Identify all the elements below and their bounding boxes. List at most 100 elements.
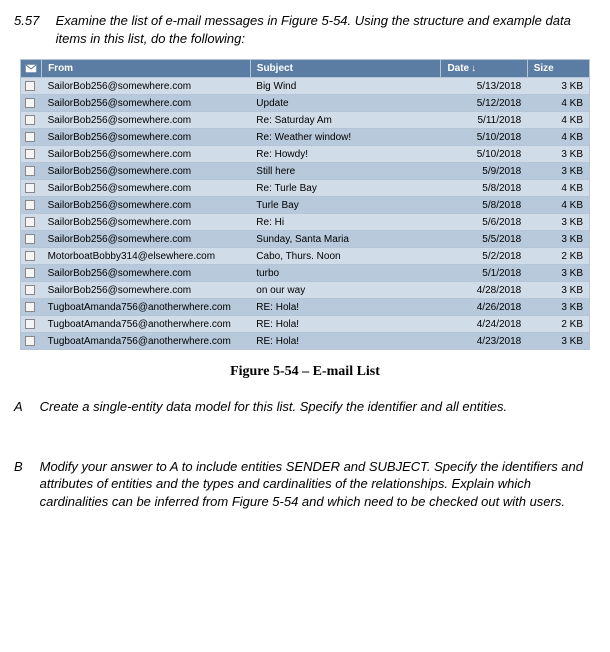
email-list-table: From Subject Date↓ Size SailorBob256@som… [20, 59, 590, 350]
part-b: B Modify your answer to A to include ent… [14, 458, 596, 511]
cell-size: 3 KB [527, 333, 589, 350]
cell-subject: on our way [250, 282, 441, 299]
table-row[interactable]: SailorBob256@somewhere.comRe: Hi5/6/2018… [21, 214, 590, 231]
table-row[interactable]: TugboatAmanda756@anotherwhere.comRE: Hol… [21, 333, 590, 350]
mail-flag-icon [25, 63, 37, 73]
table-row[interactable]: SailorBob256@somewhere.comTurle Bay5/8/2… [21, 197, 590, 214]
row-flag-cell[interactable] [21, 146, 42, 163]
cell-subject: Still here [250, 163, 441, 180]
row-flag-cell[interactable] [21, 299, 42, 316]
flag-checkbox-icon[interactable] [25, 285, 35, 295]
cell-size: 3 KB [527, 282, 589, 299]
cell-subject: Re: Howdy! [250, 146, 441, 163]
header-from[interactable]: From [42, 60, 251, 78]
email-table-body: SailorBob256@somewhere.comBig Wind5/13/2… [21, 78, 590, 350]
flag-checkbox-icon[interactable] [25, 98, 35, 108]
flag-checkbox-icon[interactable] [25, 183, 35, 193]
table-row[interactable]: SailorBob256@somewhere.comturbo5/1/20183… [21, 265, 590, 282]
row-flag-cell[interactable] [21, 163, 42, 180]
cell-size: 4 KB [527, 112, 589, 129]
cell-size: 3 KB [527, 265, 589, 282]
flag-checkbox-icon[interactable] [25, 336, 35, 346]
table-row[interactable]: MotorboatBobby314@elsewhere.comCabo, Thu… [21, 248, 590, 265]
header-size[interactable]: Size [527, 60, 589, 78]
cell-subject: Re: Weather window! [250, 129, 441, 146]
cell-from: TugboatAmanda756@anotherwhere.com [42, 333, 251, 350]
cell-date: 4/24/2018 [441, 316, 527, 333]
header-flag-col[interactable] [21, 60, 42, 78]
cell-subject: Re: Hi [250, 214, 441, 231]
cell-size: 3 KB [527, 214, 589, 231]
table-row[interactable]: SailorBob256@somewhere.comRe: Saturday A… [21, 112, 590, 129]
row-flag-cell[interactable] [21, 248, 42, 265]
flag-checkbox-icon[interactable] [25, 149, 35, 159]
cell-from: TugboatAmanda756@anotherwhere.com [42, 316, 251, 333]
cell-from: SailorBob256@somewhere.com [42, 180, 251, 197]
header-subject[interactable]: Subject [250, 60, 441, 78]
cell-date: 5/12/2018 [441, 95, 527, 112]
flag-checkbox-icon[interactable] [25, 81, 35, 91]
cell-from: SailorBob256@somewhere.com [42, 78, 251, 95]
question-number: 5.57 [14, 12, 52, 30]
cell-date: 5/10/2018 [441, 146, 527, 163]
cell-date: 5/8/2018 [441, 180, 527, 197]
row-flag-cell[interactable] [21, 180, 42, 197]
cell-size: 3 KB [527, 78, 589, 95]
flag-checkbox-icon[interactable] [25, 200, 35, 210]
cell-from: SailorBob256@somewhere.com [42, 214, 251, 231]
header-date[interactable]: Date↓ [441, 60, 527, 78]
flag-checkbox-icon[interactable] [25, 234, 35, 244]
question-header: 5.57 Examine the list of e-mail messages… [14, 12, 596, 47]
cell-subject: turbo [250, 265, 441, 282]
table-row[interactable]: SailorBob256@somewhere.comBig Wind5/13/2… [21, 78, 590, 95]
flag-checkbox-icon[interactable] [25, 132, 35, 142]
cell-size: 3 KB [527, 146, 589, 163]
cell-date: 5/6/2018 [441, 214, 527, 231]
cell-size: 3 KB [527, 231, 589, 248]
part-b-text: Modify your answer to A to include entit… [40, 458, 588, 511]
cell-date: 5/9/2018 [441, 163, 527, 180]
row-flag-cell[interactable] [21, 333, 42, 350]
cell-from: SailorBob256@somewhere.com [42, 231, 251, 248]
flag-checkbox-icon[interactable] [25, 166, 35, 176]
table-row[interactable]: TugboatAmanda756@anotherwhere.comRE: Hol… [21, 316, 590, 333]
cell-subject: RE: Hola! [250, 316, 441, 333]
row-flag-cell[interactable] [21, 316, 42, 333]
table-row[interactable]: SailorBob256@somewhere.comStill here5/9/… [21, 163, 590, 180]
header-date-label: Date [447, 63, 469, 74]
part-a: A Create a single-entity data model for … [14, 398, 596, 416]
table-row[interactable]: SailorBob256@somewhere.comUpdate5/12/201… [21, 95, 590, 112]
row-flag-cell[interactable] [21, 265, 42, 282]
flag-checkbox-icon[interactable] [25, 302, 35, 312]
table-row[interactable]: SailorBob256@somewhere.comRe: Howdy!5/10… [21, 146, 590, 163]
row-flag-cell[interactable] [21, 197, 42, 214]
cell-from: SailorBob256@somewhere.com [42, 265, 251, 282]
cell-date: 5/1/2018 [441, 265, 527, 282]
row-flag-cell[interactable] [21, 214, 42, 231]
flag-checkbox-icon[interactable] [25, 268, 35, 278]
table-header-row: From Subject Date↓ Size [21, 60, 590, 78]
table-row[interactable]: SailorBob256@somewhere.comRe: Weather wi… [21, 129, 590, 146]
cell-subject: Re: Saturday Am [250, 112, 441, 129]
part-a-text: Create a single-entity data model for th… [40, 398, 588, 416]
table-row[interactable]: SailorBob256@somewhere.comSunday, Santa … [21, 231, 590, 248]
flag-checkbox-icon[interactable] [25, 217, 35, 227]
part-b-letter: B [14, 458, 36, 476]
row-flag-cell[interactable] [21, 282, 42, 299]
row-flag-cell[interactable] [21, 129, 42, 146]
flag-checkbox-icon[interactable] [25, 251, 35, 261]
table-row[interactable]: SailorBob256@somewhere.comRe: Turle Bay5… [21, 180, 590, 197]
cell-date: 5/8/2018 [441, 197, 527, 214]
flag-checkbox-icon[interactable] [25, 319, 35, 329]
row-flag-cell[interactable] [21, 231, 42, 248]
cell-size: 2 KB [527, 248, 589, 265]
row-flag-cell[interactable] [21, 112, 42, 129]
row-flag-cell[interactable] [21, 78, 42, 95]
table-row[interactable]: SailorBob256@somewhere.comon our way4/28… [21, 282, 590, 299]
table-row[interactable]: TugboatAmanda756@anotherwhere.comRE: Hol… [21, 299, 590, 316]
cell-from: SailorBob256@somewhere.com [42, 95, 251, 112]
cell-from: SailorBob256@somewhere.com [42, 146, 251, 163]
flag-checkbox-icon[interactable] [25, 115, 35, 125]
row-flag-cell[interactable] [21, 95, 42, 112]
cell-date: 4/23/2018 [441, 333, 527, 350]
